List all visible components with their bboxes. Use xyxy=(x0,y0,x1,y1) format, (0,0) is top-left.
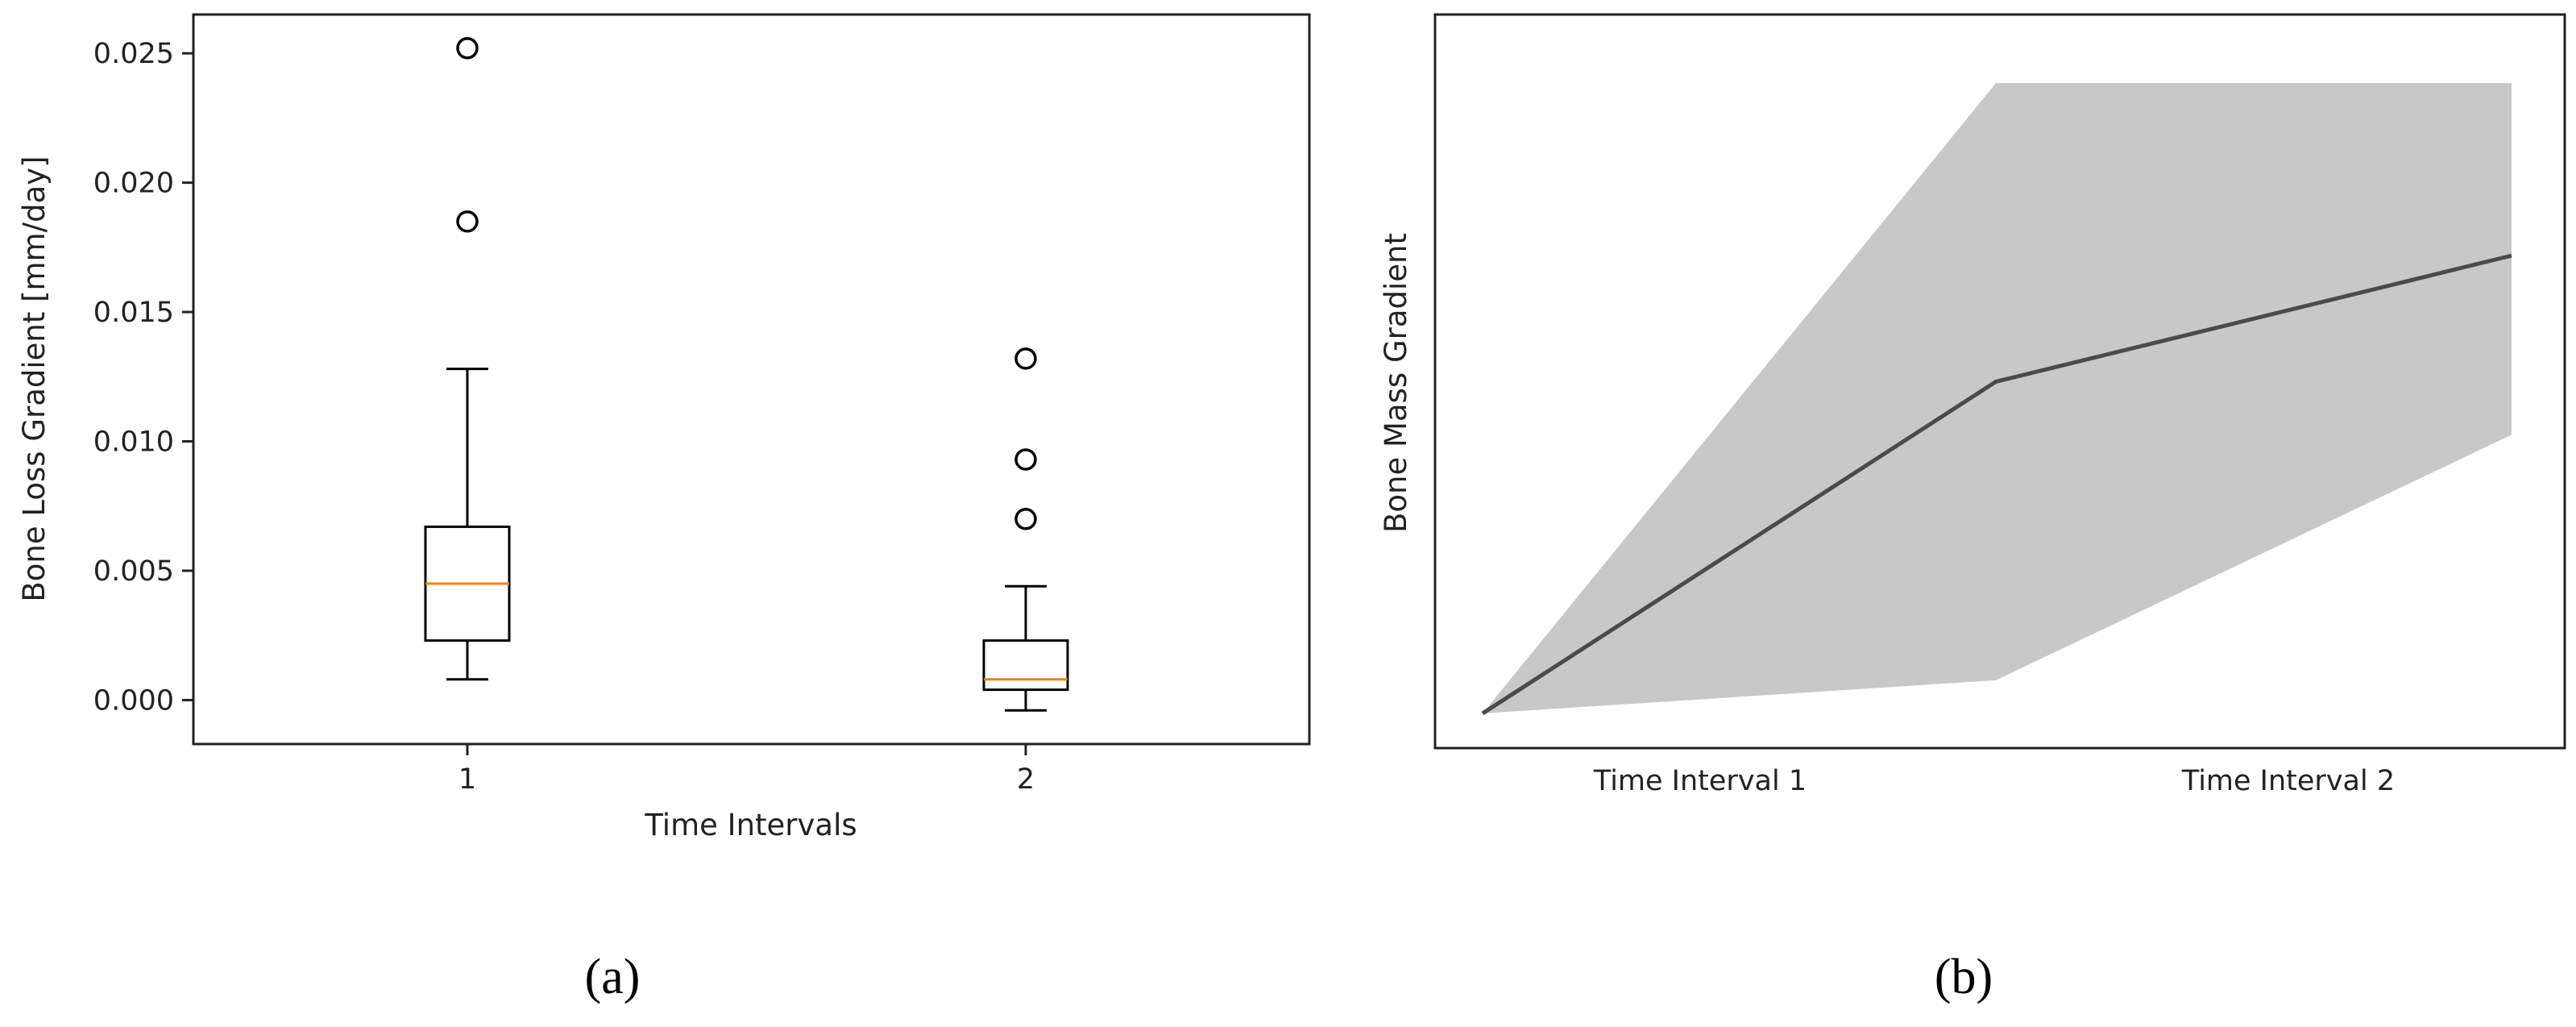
iqr-box xyxy=(982,639,1069,692)
series-line xyxy=(1481,253,2512,716)
confidence-band xyxy=(1483,83,2512,713)
panel-label-b: (b) xyxy=(1935,950,1993,1004)
x-tick-label: Time Interval 1 xyxy=(1593,765,1807,797)
y-tick-label: 0.025 xyxy=(93,38,174,70)
y-tick-label: 0.020 xyxy=(93,168,174,200)
panel-label-a: (a) xyxy=(585,950,641,1004)
box-1 xyxy=(424,36,511,681)
plot-frame xyxy=(1433,13,2566,750)
y-tick-label: 0.015 xyxy=(93,297,174,329)
y-tick-label: 0.000 xyxy=(93,684,174,717)
outlier-point xyxy=(456,36,479,60)
box-2 xyxy=(982,347,1069,712)
x-tick-label: 1 xyxy=(458,763,476,796)
outlier-point xyxy=(1014,508,1037,530)
outlier-point xyxy=(456,210,479,233)
x-tick-label: 2 xyxy=(1017,763,1035,796)
y-axis-title: Bone Mass Gradient xyxy=(1379,233,1413,533)
line-band-panel: Time Interval 1 Time Interval 2 Bone Mass… xyxy=(1379,13,2566,1004)
outlier-point xyxy=(1014,448,1037,471)
box-plot-panel: 0.000 0.005 0.010 0.015 0.020 0.025 1 2 Time I… xyxy=(17,13,1311,1004)
y-tick-label: 0.005 xyxy=(93,555,174,588)
x-tick-label: Time Interval 2 xyxy=(2181,765,2395,797)
plot-frame xyxy=(192,13,1311,746)
x-axis-title: Time Intervals xyxy=(644,808,857,842)
y-tick-label: 0.010 xyxy=(93,426,174,459)
outlier-point xyxy=(1014,347,1037,370)
y-axis-title: Bone Loss Gradient [mm/day] xyxy=(17,156,52,601)
